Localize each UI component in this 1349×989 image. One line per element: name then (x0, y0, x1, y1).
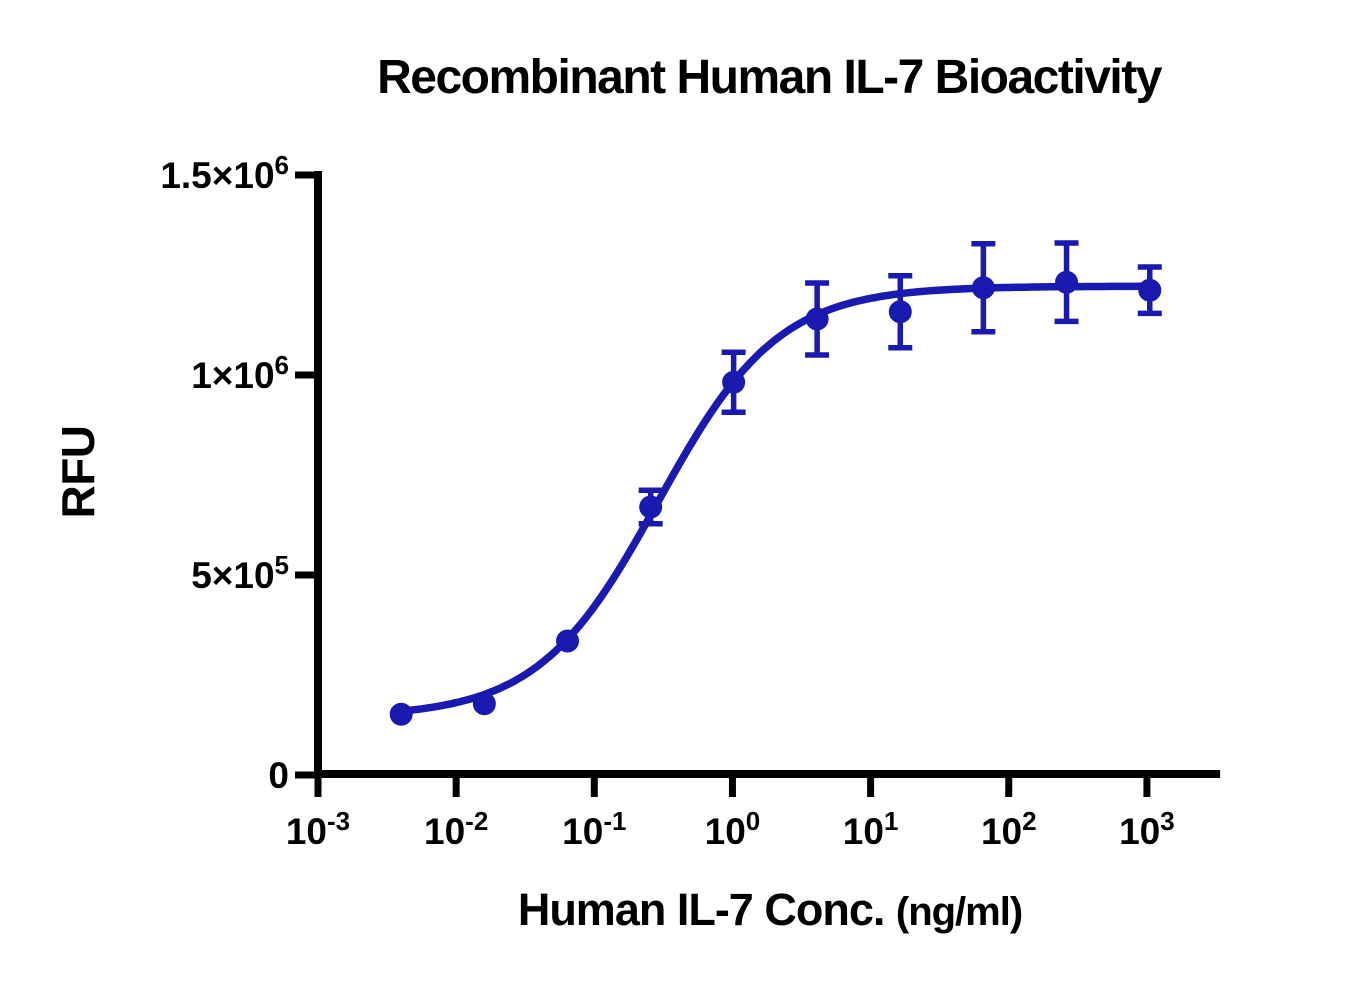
data-point (389, 702, 413, 726)
chart-title: Recombinant Human IL-7 Bioactivity (377, 51, 1162, 104)
x-axis-title: Human IL-7 Conc. (ng/ml) (517, 884, 1023, 936)
y-tick-label: 1.5×106 (160, 150, 289, 196)
x-axis-title-unit: (ng/ml) (895, 890, 1023, 934)
y-tick-label: 5×105 (191, 550, 289, 596)
x-tick-label: 10-3 (285, 806, 351, 852)
x-tick-label: 10-2 (424, 806, 489, 852)
data-point (805, 307, 829, 331)
data-point (888, 300, 912, 324)
data-point (722, 370, 746, 394)
data-point (639, 495, 663, 519)
data-point (971, 276, 995, 300)
y-tick-label: 0 (268, 755, 289, 796)
dose-response-curve (397, 282, 1154, 715)
x-tick-label: 10-1 (562, 806, 627, 852)
data-point (1138, 278, 1162, 302)
x-tick-label: 100 (704, 806, 761, 852)
data-point (1055, 270, 1079, 294)
x-axis-title-text: Human IL-7 Conc. (517, 884, 886, 935)
y-tick-label: 1×106 (191, 350, 289, 396)
x-tick-label: 103 (1119, 806, 1175, 852)
x-tick-label: 101 (842, 806, 899, 852)
data-point (556, 629, 580, 653)
x-tick-label: 102 (980, 806, 1037, 852)
data-point (472, 692, 496, 716)
